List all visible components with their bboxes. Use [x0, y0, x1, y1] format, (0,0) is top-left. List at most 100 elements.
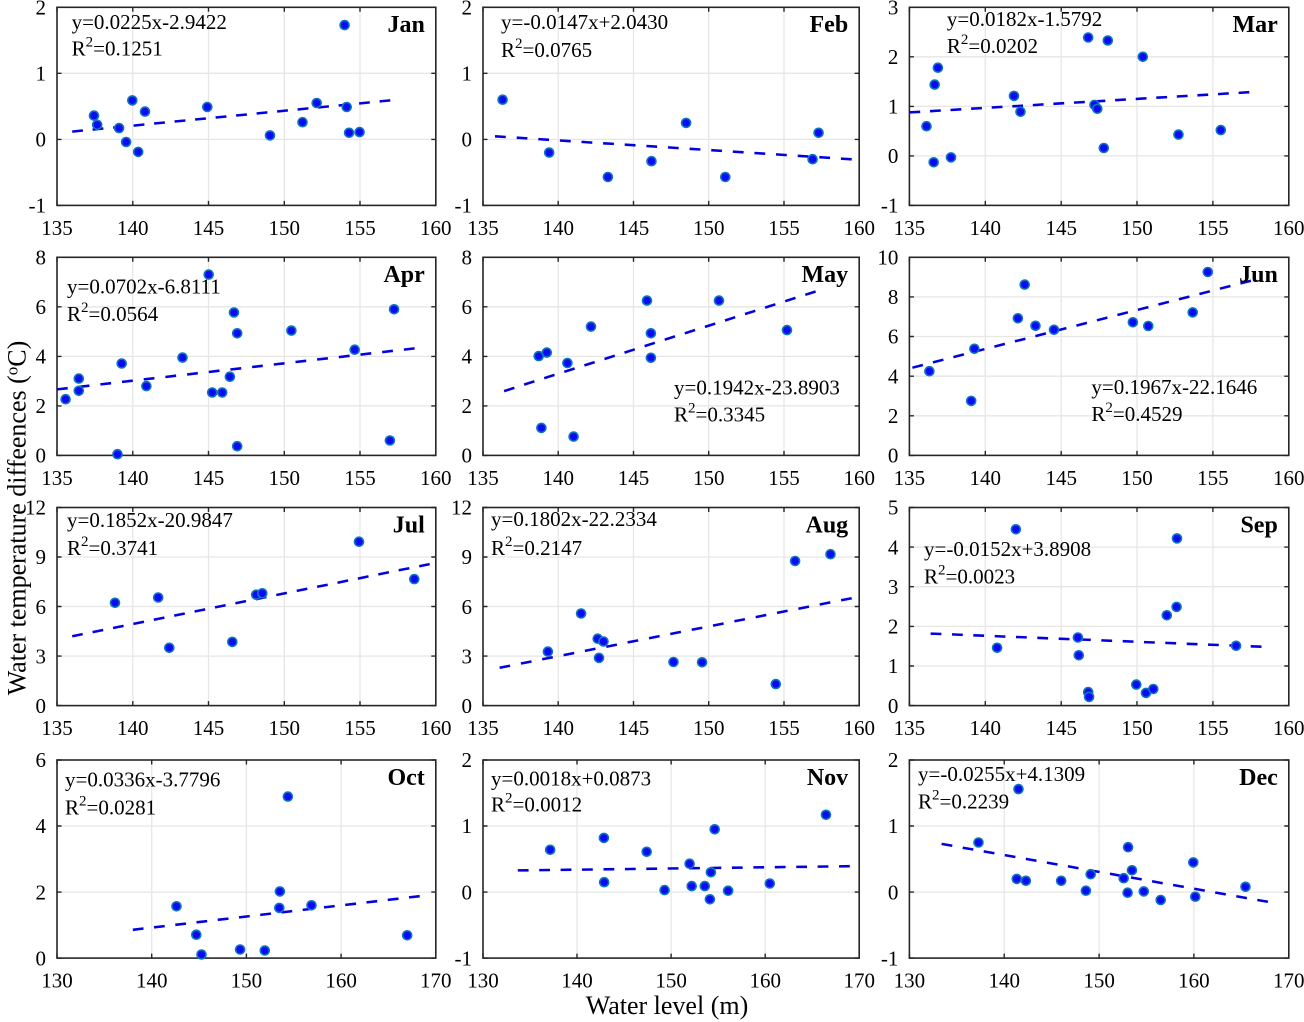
svg-text:150: 150	[1083, 969, 1115, 993]
svg-text:0: 0	[462, 444, 473, 468]
svg-text:-1: -1	[29, 194, 47, 218]
svg-text:1: 1	[888, 95, 899, 119]
svg-text:R2=0.2147: R2=0.2147	[491, 534, 582, 560]
svg-text:160: 160	[749, 969, 781, 993]
svg-text:150: 150	[1121, 466, 1153, 490]
svg-text:0: 0	[36, 444, 47, 468]
svg-text:R2=0.2239: R2=0.2239	[918, 788, 1009, 814]
svg-text:8: 8	[888, 285, 899, 309]
svg-text:150: 150	[231, 969, 263, 993]
svg-text:135: 135	[41, 466, 73, 490]
svg-text:145: 145	[1045, 466, 1077, 490]
svg-text:3: 3	[888, 575, 899, 599]
svg-text:y=0.1967x-22.1646: y=0.1967x-22.1646	[1091, 375, 1257, 399]
svg-text:10: 10	[877, 246, 898, 270]
svg-text:3: 3	[36, 644, 47, 668]
svg-text:155: 155	[1197, 466, 1229, 490]
svg-text:150: 150	[1121, 716, 1153, 740]
svg-text:0: 0	[888, 144, 899, 168]
svg-text:2: 2	[888, 615, 899, 639]
svg-text:155: 155	[768, 216, 800, 240]
svg-text:145: 145	[193, 216, 225, 240]
svg-text:0: 0	[888, 444, 899, 468]
svg-text:145: 145	[618, 466, 650, 490]
svg-text:160: 160	[843, 716, 875, 740]
svg-text:135: 135	[467, 216, 499, 240]
svg-text:0: 0	[888, 694, 899, 718]
svg-text:y=0.1802x-22.2334: y=0.1802x-22.2334	[491, 507, 657, 531]
svg-text:2: 2	[888, 748, 899, 772]
svg-text:1: 1	[888, 814, 899, 838]
svg-text:0: 0	[36, 128, 47, 152]
svg-text:9: 9	[36, 545, 47, 569]
svg-text:y=0.0336x-3.7796: y=0.0336x-3.7796	[65, 767, 220, 791]
svg-text:155: 155	[344, 716, 376, 740]
svg-text:Jun: Jun	[1239, 262, 1278, 288]
svg-text:145: 145	[618, 716, 650, 740]
svg-text:155: 155	[344, 216, 376, 240]
svg-text:135: 135	[467, 466, 499, 490]
svg-text:150: 150	[655, 969, 687, 993]
svg-text:155: 155	[1197, 716, 1229, 740]
svg-text:5: 5	[888, 496, 899, 520]
svg-text:12: 12	[25, 496, 46, 520]
svg-text:1: 1	[36, 62, 47, 86]
svg-text:155: 155	[344, 466, 376, 490]
svg-text:170: 170	[843, 969, 875, 993]
svg-text:2: 2	[462, 394, 473, 418]
svg-text:150: 150	[693, 216, 725, 240]
svg-text:y=0.0702x-6.8111: y=0.0702x-6.8111	[67, 274, 221, 298]
svg-text:Aug: Aug	[806, 512, 849, 538]
svg-text:2: 2	[888, 45, 899, 69]
svg-text:Mar: Mar	[1232, 12, 1278, 38]
svg-text:4: 4	[888, 535, 899, 559]
svg-text:Nov: Nov	[807, 765, 848, 791]
svg-text:1: 1	[462, 814, 473, 838]
svg-text:155: 155	[768, 466, 800, 490]
svg-text:160: 160	[420, 466, 452, 490]
svg-text:150: 150	[269, 216, 301, 240]
svg-text:6: 6	[888, 325, 899, 349]
svg-text:140: 140	[542, 216, 574, 240]
svg-text:150: 150	[693, 716, 725, 740]
svg-text:-1: -1	[881, 946, 899, 970]
svg-text:135: 135	[41, 216, 73, 240]
svg-text:Sep: Sep	[1240, 512, 1277, 538]
svg-text:2: 2	[36, 394, 47, 418]
svg-text:140: 140	[117, 716, 149, 740]
svg-text:1: 1	[888, 654, 899, 678]
svg-text:160: 160	[325, 969, 357, 993]
svg-text:May: May	[802, 262, 849, 288]
svg-text:R2=0.0281: R2=0.0281	[65, 794, 156, 820]
svg-text:140: 140	[561, 969, 593, 993]
svg-text:160: 160	[843, 466, 875, 490]
svg-text:y=-0.0152x+3.8908: y=-0.0152x+3.8908	[924, 537, 1091, 561]
svg-text:6: 6	[462, 595, 473, 619]
svg-text:135: 135	[894, 716, 926, 740]
svg-text:140: 140	[542, 466, 574, 490]
svg-text:130: 130	[894, 969, 926, 993]
svg-text:Oct: Oct	[387, 765, 424, 791]
svg-text:145: 145	[618, 216, 650, 240]
svg-text:140: 140	[970, 466, 1002, 490]
svg-text:3: 3	[462, 644, 473, 668]
svg-text:140: 140	[542, 716, 574, 740]
svg-text:140: 140	[988, 969, 1020, 993]
svg-text:6: 6	[36, 595, 47, 619]
svg-text:-1: -1	[881, 194, 899, 218]
svg-text:y=0.0182x-1.5792: y=0.0182x-1.5792	[947, 7, 1102, 31]
svg-text:2: 2	[462, 0, 473, 20]
svg-text:155: 155	[1197, 216, 1229, 240]
svg-text:0: 0	[36, 694, 47, 718]
svg-text:y=-0.0255x+4.1309: y=-0.0255x+4.1309	[918, 762, 1085, 786]
svg-text:150: 150	[693, 466, 725, 490]
svg-text:R2=0.0765: R2=0.0765	[501, 36, 592, 62]
svg-text:1: 1	[462, 62, 473, 86]
svg-text:R2=0.0202: R2=0.0202	[947, 32, 1038, 58]
svg-text:4: 4	[36, 814, 47, 838]
svg-text:140: 140	[117, 466, 149, 490]
svg-text:Apr: Apr	[383, 262, 425, 288]
svg-text:y=0.1852x-20.9847: y=0.1852x-20.9847	[67, 508, 233, 532]
svg-text:140: 140	[136, 969, 168, 993]
svg-text:135: 135	[894, 216, 926, 240]
